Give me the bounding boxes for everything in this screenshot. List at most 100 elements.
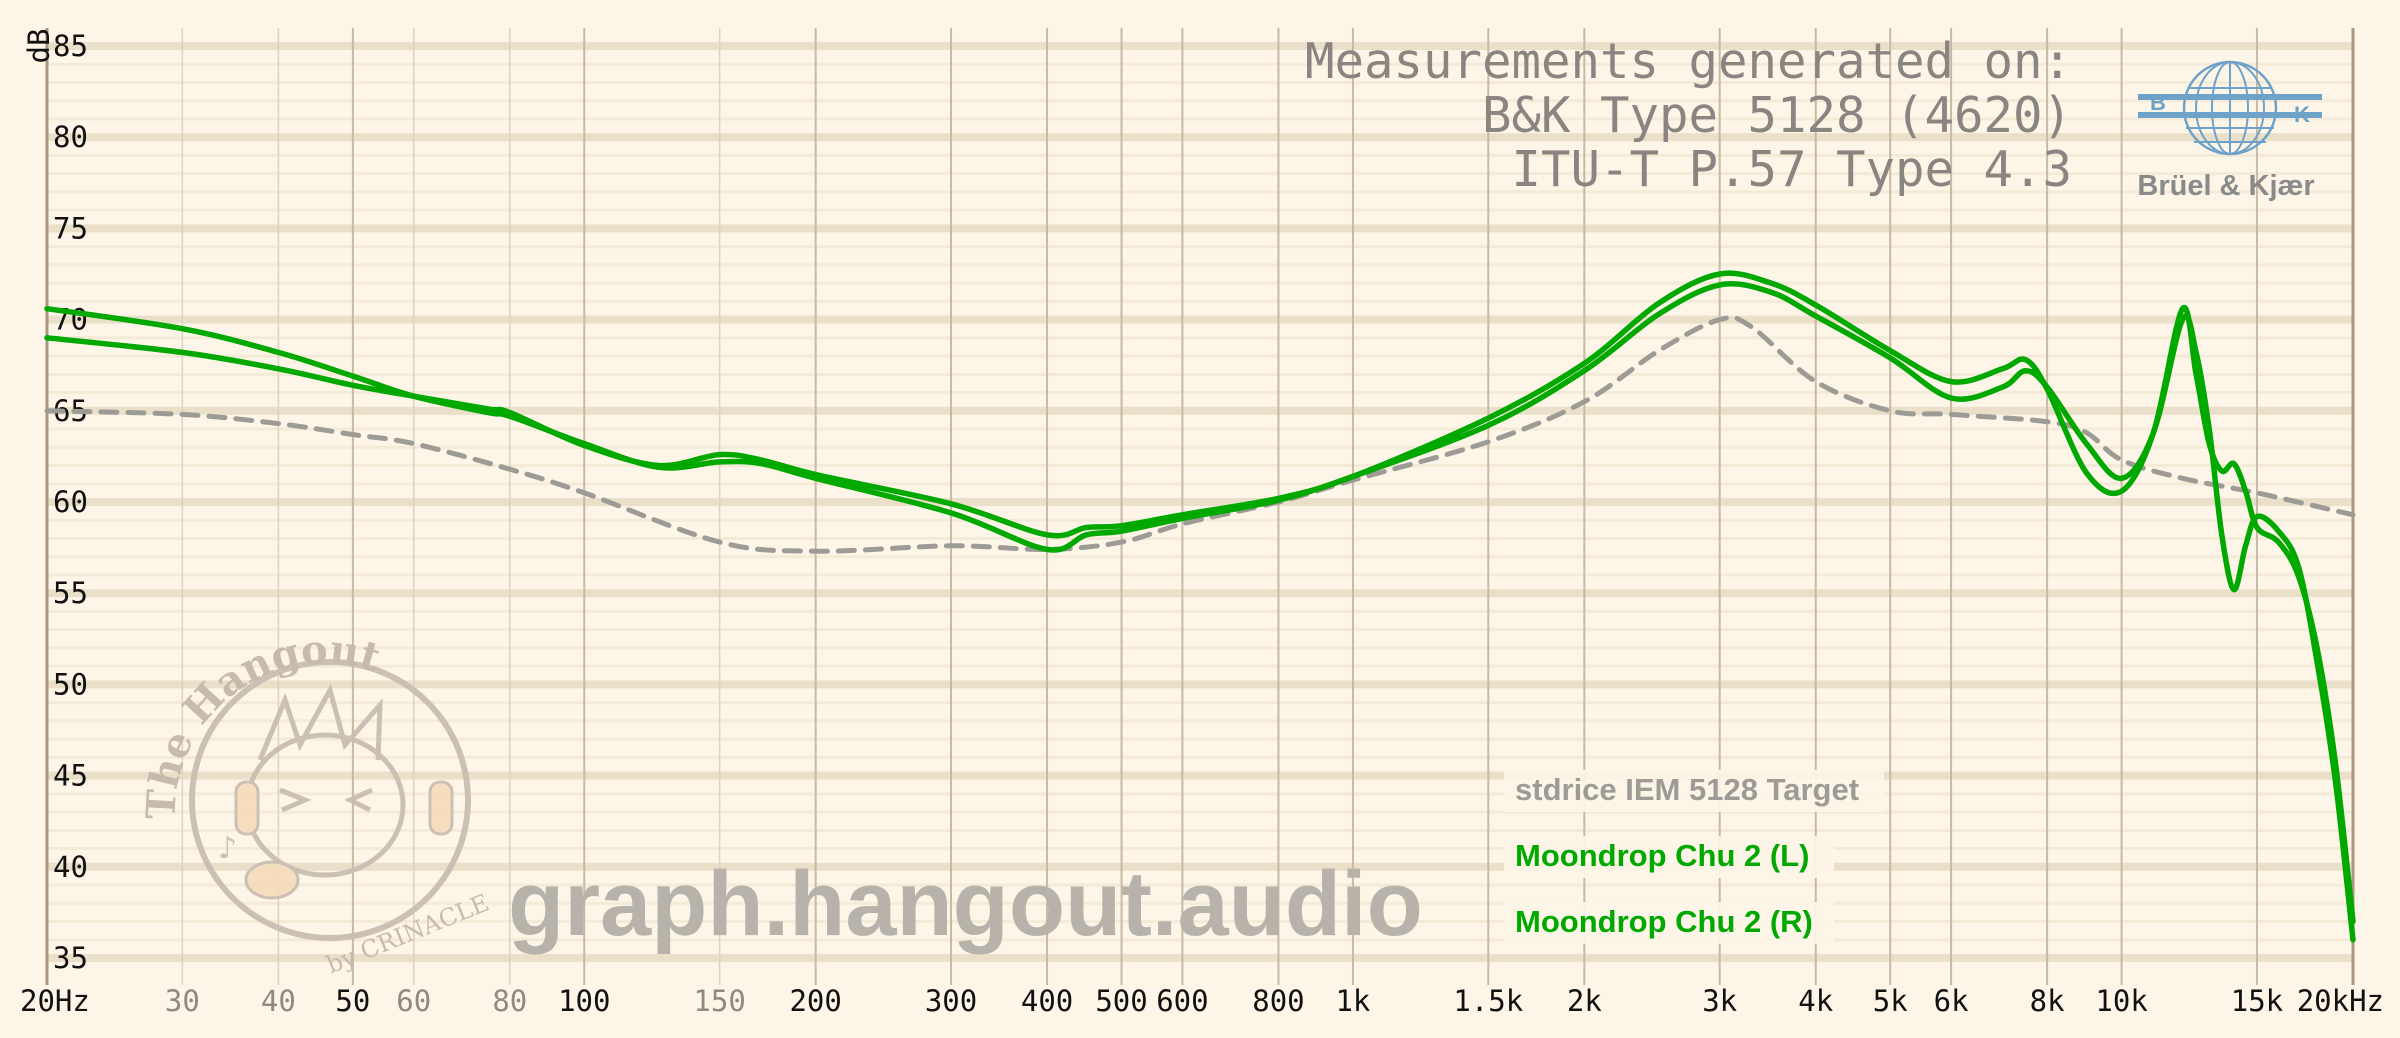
gridline-minor-74	[47, 245, 2353, 249]
y-tick-55: 55	[53, 576, 88, 610]
gridline-major-40	[47, 862, 2353, 871]
gridline-minor-67	[47, 372, 2353, 376]
legend-bg-0	[1504, 770, 1884, 812]
x-tick-800: 800	[1252, 984, 1304, 1018]
gridline-minor-41	[47, 847, 2353, 851]
x-tick-100: 100	[558, 984, 610, 1018]
gridline-major-45	[47, 771, 2353, 780]
gridline-minor-36	[47, 938, 2353, 942]
site-watermark: graph.hangout.audio	[508, 853, 1423, 955]
x-tick-600: 600	[1156, 984, 1208, 1018]
music-note-icon: ♪	[218, 831, 237, 866]
gridline-minor-57	[47, 555, 2353, 559]
microphone-icon	[244, 860, 300, 900]
gridline-minor-56	[47, 573, 2353, 577]
legend-item-2: Moondrop Chu 2 (R)	[1515, 904, 1813, 939]
gridline-minor-69	[47, 336, 2353, 340]
gridline-major-75	[47, 224, 2353, 233]
gridline-major-60	[47, 498, 2353, 506]
series-line-2	[44, 270, 2356, 925]
info-line-3: ITU-T P.57 Type 4.3	[1511, 141, 2072, 198]
x-tick-8k: 8k	[2030, 984, 2065, 1018]
x-tick-300: 300	[925, 984, 977, 1018]
y-tick-35: 35	[53, 941, 88, 975]
gridline-minor-82	[47, 99, 2353, 103]
y-tick-85: 85	[53, 29, 88, 63]
info-line-2: B&K Type 5128 (4620)	[1482, 87, 2072, 144]
gridline-minor-84	[47, 62, 2353, 66]
gridline-minor-39	[47, 883, 2353, 887]
gridline-minor-83	[47, 80, 2353, 84]
gridline-minor-52	[47, 646, 2353, 650]
vertical-gridlines	[45, 28, 2355, 985]
x-tick-50: 50	[335, 984, 370, 1018]
gridline-major-55	[47, 589, 2353, 598]
gridline-minor-81	[47, 117, 2353, 121]
logo-letter-k: K	[2294, 102, 2310, 127]
y-tick-60: 60	[53, 485, 88, 519]
gridline-minor-78	[47, 172, 2353, 176]
gridline-minor-76	[47, 208, 2353, 212]
gridline-minor-63	[47, 445, 2353, 449]
gridline-minor-51	[47, 664, 2353, 668]
y-tick-40: 40	[53, 850, 88, 884]
series-lines	[44, 270, 2356, 943]
logo-letter-b: B	[2150, 90, 2166, 115]
badge-ring	[189, 659, 471, 941]
x-tick-10k: 10k	[2095, 984, 2148, 1018]
gridline-minor-54	[47, 609, 2353, 613]
x-tick-6k: 6k	[1934, 984, 1969, 1018]
x-tick-30: 30	[165, 984, 200, 1018]
x-tick-20kHz: 20kHz	[2297, 984, 2384, 1018]
gridline-minor-43	[47, 810, 2353, 814]
headphone-right-icon	[428, 780, 454, 836]
gridline-minor-64	[47, 427, 2353, 431]
logo-band-top	[2138, 94, 2322, 100]
gridline-major-35	[47, 954, 2353, 962]
gridline-major-80	[47, 133, 2353, 142]
legend-bg-2	[1504, 902, 1834, 944]
y-tick-75: 75	[53, 211, 88, 245]
gridline-minor-44	[47, 792, 2353, 796]
gridline-minor-73	[47, 263, 2353, 267]
x-tick-20Hz: 20Hz	[20, 984, 90, 1018]
x-tick-labels: 20Hz 30 40 50 60 80 100 150 200 300 400 500 600 800 1k…	[20, 984, 2384, 1018]
x-tick-3k: 3k	[1702, 984, 1737, 1018]
gridline-major-70	[47, 315, 2353, 324]
x-tick-80: 80	[492, 984, 527, 1018]
gridline-minor-77	[47, 190, 2353, 194]
gridline-minor-58	[47, 536, 2353, 540]
mascot-hair	[257, 683, 383, 761]
x-tick-4k: 4k	[1798, 984, 1833, 1018]
gridline-major-50	[47, 680, 2353, 689]
headphone-left-icon	[234, 780, 260, 836]
logo-text: Brüel & Kjær	[2137, 170, 2314, 202]
gridline-minor-49	[47, 701, 2353, 705]
gridline-major-65	[47, 406, 2353, 415]
x-tick-150: 150	[693, 984, 745, 1018]
logo-band-bottom	[2138, 112, 2322, 118]
x-tick-2k: 2k	[1567, 984, 1602, 1018]
info-line-1: Measurements generated on:	[1305, 33, 2072, 90]
x-tick-200: 200	[789, 984, 841, 1018]
y-tick-45: 45	[53, 759, 88, 793]
gridline-major-85	[47, 42, 2353, 50]
x-tick-1.5k: 1.5k	[1453, 984, 1523, 1018]
gridline-minor-38	[47, 901, 2353, 905]
gridline-minor-48	[47, 719, 2353, 723]
legend-item-1: Moondrop Chu 2 (L)	[1515, 838, 1809, 873]
y-axis-label: dB	[22, 29, 56, 64]
x-tick-40: 40	[261, 984, 296, 1018]
gridline-minor-46	[47, 755, 2353, 759]
x-tick-500: 500	[1095, 984, 1147, 1018]
x-tick-15k: 15k	[2231, 984, 2284, 1018]
y-tick-50: 50	[53, 667, 88, 701]
gridline-minor-66	[47, 391, 2353, 395]
gridline-minor-37	[47, 920, 2353, 924]
x-tick-60: 60	[396, 984, 431, 1018]
gridline-minor-53	[47, 628, 2353, 632]
y-tick-80: 80	[53, 120, 88, 154]
gridline-minor-71	[47, 299, 2353, 303]
